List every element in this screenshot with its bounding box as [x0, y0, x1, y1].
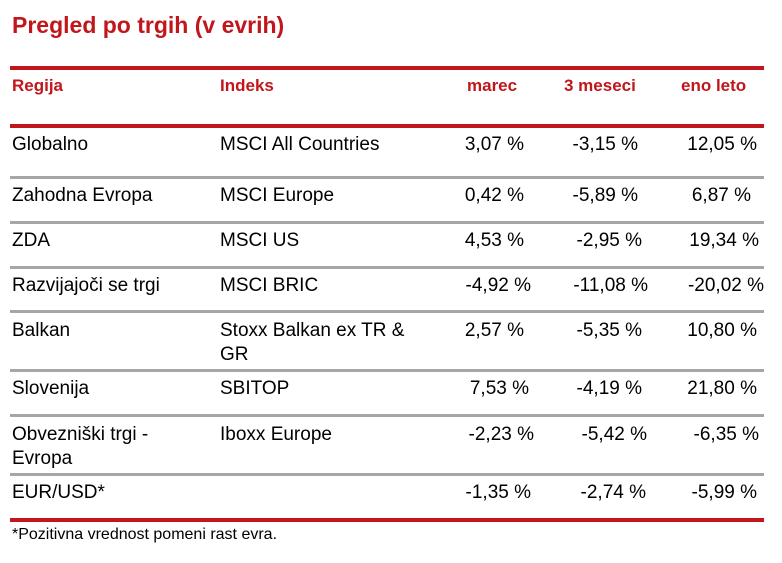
one-year-cell: 21,80 %	[687, 378, 757, 399]
row-divider	[10, 414, 764, 417]
region-cell: Slovenija	[12, 378, 90, 399]
index-cell-line-2: GR	[220, 344, 249, 365]
march-cell: 7,53 %	[469, 378, 529, 399]
three-months-cell: -5,42 %	[581, 424, 647, 445]
column-header-march: marec	[467, 76, 518, 95]
column-header-1-year: eno leto	[681, 76, 747, 95]
region-cell: Razvijajoči se trgi	[12, 275, 160, 296]
one-year-cell: -20,02 %	[687, 275, 764, 296]
row-divider	[10, 473, 764, 476]
region-cell: Globalno	[12, 134, 89, 155]
one-year-cell: 19,34 %	[689, 230, 759, 251]
column-header-region: Regija	[12, 76, 64, 95]
march-cell: 2,57 %	[464, 320, 524, 341]
column-header-index: Indeks	[220, 76, 274, 95]
index-cell: MSCI BRIC	[220, 275, 319, 296]
table-bottom-rule	[10, 518, 764, 522]
header-bottom-rule	[10, 124, 764, 128]
index-cell: MSCI US	[220, 230, 300, 251]
footnote: *Pozitivna vrednost pomeni rast evra.	[12, 526, 278, 543]
three-months-cell: -3,15 %	[572, 134, 638, 155]
row-divider	[10, 369, 764, 372]
region-cell-line-1: Obvezniški trgi -	[12, 424, 149, 445]
index-cell-line-1: Stoxx Balkan ex TR &	[220, 320, 405, 341]
index-cell: MSCI Europe	[220, 185, 335, 206]
row-divider	[10, 221, 764, 224]
index-cell: SBITOP	[220, 378, 290, 399]
row-divider	[10, 310, 764, 313]
three-months-cell: -5,89 %	[572, 185, 638, 206]
region-cell: EUR/USD*	[12, 482, 105, 503]
march-cell: -1,35 %	[465, 482, 531, 503]
index-cell: MSCI All Countries	[220, 134, 380, 155]
region-cell: Balkan	[12, 320, 71, 341]
three-months-cell: -2,74 %	[580, 482, 646, 503]
march-cell: 3,07 %	[464, 134, 524, 155]
march-cell: 0,42 %	[464, 185, 524, 206]
march-cell: -4,92 %	[465, 275, 531, 296]
one-year-cell: -6,35 %	[693, 424, 759, 445]
region-cell: ZDA	[12, 230, 50, 251]
region-cell: Zahodna Evropa	[12, 185, 153, 206]
row-divider	[10, 266, 764, 269]
index-cell: Iboxx Europe	[220, 424, 332, 445]
region-cell-line-2: Evropa	[12, 448, 73, 469]
three-months-cell: -11,08 %	[573, 275, 648, 296]
column-header-3-months: 3 meseci	[564, 76, 636, 95]
march-cell: -2,23 %	[468, 424, 534, 445]
header-top-rule	[10, 66, 764, 70]
row-divider	[10, 176, 764, 179]
one-year-cell: 12,05 %	[687, 134, 757, 155]
march-cell: 4,53 %	[464, 230, 524, 251]
page-title: Pregled po trgih (v evrih)	[12, 12, 285, 38]
one-year-cell: 6,87 %	[691, 185, 751, 206]
three-months-cell: -4,19 %	[576, 378, 642, 399]
three-months-cell: -5,35 %	[576, 320, 642, 341]
one-year-cell: 10,80 %	[687, 320, 757, 341]
one-year-cell: -5,99 %	[691, 482, 757, 503]
three-months-cell: -2,95 %	[576, 230, 642, 251]
